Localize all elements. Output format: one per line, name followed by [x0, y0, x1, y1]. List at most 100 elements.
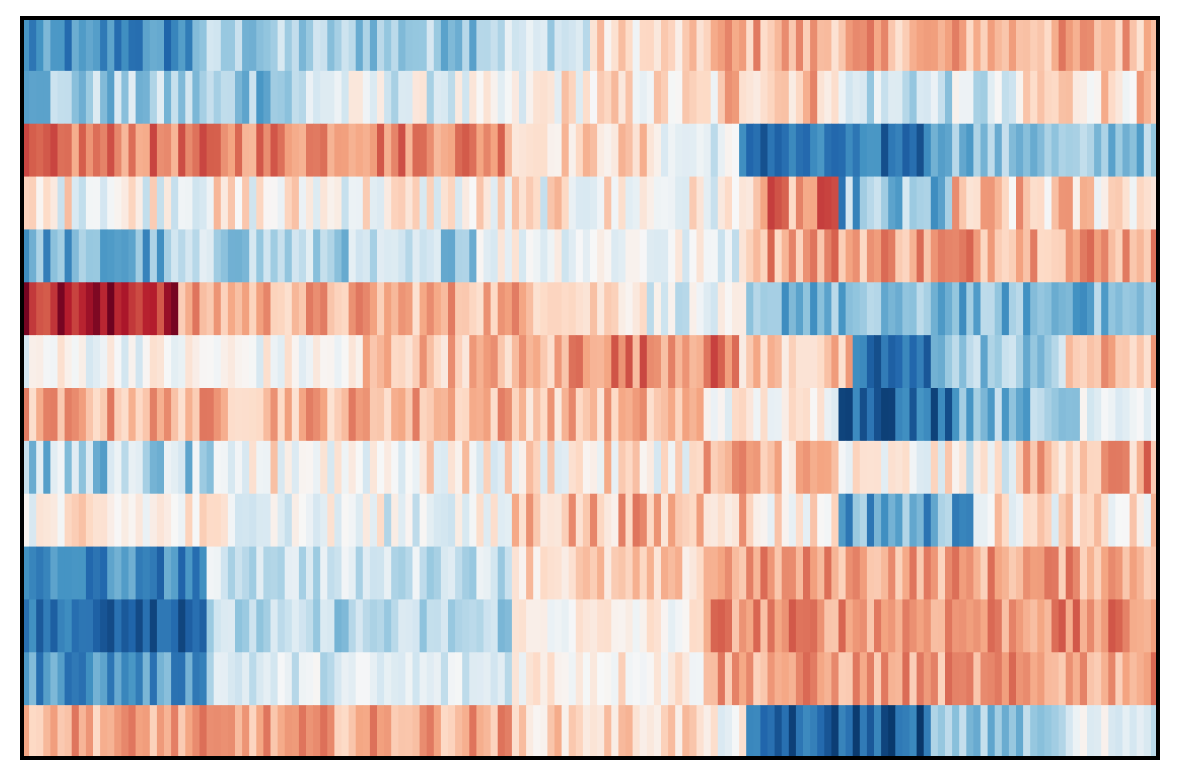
heatmap-cell	[682, 388, 690, 442]
heatmap-cell	[78, 705, 87, 759]
heatmap-cell	[554, 493, 563, 548]
heatmap-cell	[391, 440, 399, 495]
heatmap-cell	[1051, 440, 1060, 495]
heatmap-cell	[57, 599, 66, 653]
heatmap-cell	[156, 229, 165, 283]
heatmap-cell	[192, 599, 201, 653]
heatmap-cell	[1044, 70, 1053, 125]
heatmap-cell	[426, 440, 435, 495]
heatmap-cell	[639, 388, 648, 442]
heatmap-cell	[71, 18, 80, 72]
heatmap-cell	[980, 652, 989, 706]
heatmap-cell	[597, 388, 605, 442]
heatmap-cell	[1051, 335, 1060, 389]
heatmap-cell	[156, 335, 165, 389]
heatmap-cell	[511, 123, 520, 178]
heatmap-cell	[1044, 599, 1053, 653]
heatmap-cell	[753, 335, 761, 389]
heatmap-cell	[93, 18, 101, 72]
heatmap-cell	[852, 705, 861, 759]
heatmap-cell	[1108, 282, 1116, 336]
heatmap-cell	[1008, 18, 1017, 72]
heatmap-cell	[306, 282, 314, 336]
heatmap-cell	[426, 70, 435, 125]
heatmap-cell	[824, 18, 832, 72]
heatmap-cell	[831, 599, 840, 653]
heatmap-cell	[476, 176, 485, 231]
heatmap-cell	[78, 493, 87, 548]
heatmap-cell	[952, 599, 960, 653]
heatmap-cell	[334, 282, 343, 336]
heatmap-cell	[646, 123, 655, 178]
heatmap-cell	[653, 176, 662, 231]
heatmap-cell	[1001, 493, 1010, 548]
heatmap-cell	[497, 652, 506, 706]
heatmap-cell	[405, 599, 414, 653]
heatmap-cell	[1030, 546, 1038, 601]
heatmap-cell	[78, 388, 87, 442]
heatmap-cell	[618, 493, 627, 548]
heatmap-cell	[419, 18, 428, 72]
heatmap-cell	[923, 18, 932, 72]
heatmap-cell	[306, 705, 314, 759]
heatmap-cell	[1129, 705, 1138, 759]
heatmap-cell	[838, 599, 847, 653]
heatmap-cell	[227, 652, 236, 706]
heatmap-cell	[1037, 599, 1045, 653]
heatmap-cell	[874, 123, 882, 178]
heatmap-cell	[781, 546, 790, 601]
heatmap-cell	[1129, 176, 1138, 231]
heatmap-cell	[526, 70, 534, 125]
heatmap-cell	[845, 388, 854, 442]
heatmap-cell	[895, 229, 903, 283]
heatmap-cell	[178, 388, 186, 442]
heatmap-cell	[753, 652, 761, 706]
heatmap-cell	[448, 599, 456, 653]
heatmap-cell	[142, 123, 151, 178]
heatmap-cell	[369, 388, 378, 442]
heatmap-cell	[511, 546, 520, 601]
heatmap-cell	[164, 599, 172, 653]
heatmap-cell	[611, 652, 619, 706]
heatmap-cell	[909, 123, 918, 178]
heatmap-cell	[235, 493, 243, 548]
heatmap-cell	[149, 652, 158, 706]
heatmap-cell	[590, 599, 598, 653]
heatmap-cell	[504, 335, 513, 389]
heatmap-cell	[1016, 18, 1024, 72]
heatmap-cell	[824, 123, 832, 178]
heatmap-cell	[433, 652, 442, 706]
heatmap-cell	[377, 652, 385, 706]
heatmap-cell	[980, 123, 989, 178]
heatmap-cell	[987, 335, 996, 389]
heatmap-cell	[1129, 282, 1138, 336]
heatmap-cell	[881, 546, 889, 601]
heatmap-cell	[1115, 546, 1124, 601]
heatmap-cell	[235, 18, 243, 72]
heatmap-cell	[646, 176, 655, 231]
heatmap-cell	[433, 70, 442, 125]
heatmap-cell	[455, 652, 463, 706]
heatmap-cell	[114, 70, 122, 125]
heatmap-cell	[774, 18, 783, 72]
heatmap-cell	[824, 599, 832, 653]
heatmap-cell	[824, 388, 832, 442]
heatmap-cell	[590, 18, 598, 72]
heatmap-cell	[604, 599, 612, 653]
heatmap-cell	[206, 652, 215, 706]
heatmap-cell	[1016, 493, 1024, 548]
heatmap-cell	[440, 652, 449, 706]
heatmap-cell	[902, 70, 911, 125]
heatmap-cell	[213, 282, 222, 336]
heatmap-cell	[937, 70, 946, 125]
heatmap-cell	[895, 546, 903, 601]
heatmap-cell	[767, 652, 776, 706]
heatmap-cell	[156, 388, 165, 442]
heatmap-cell	[412, 176, 421, 231]
heatmap-cell	[547, 229, 556, 283]
heatmap-cell	[242, 705, 250, 759]
heatmap-cell	[717, 123, 726, 178]
heatmap-cell	[1008, 652, 1017, 706]
heatmap-cell	[213, 546, 222, 601]
heatmap-cell	[71, 652, 80, 706]
